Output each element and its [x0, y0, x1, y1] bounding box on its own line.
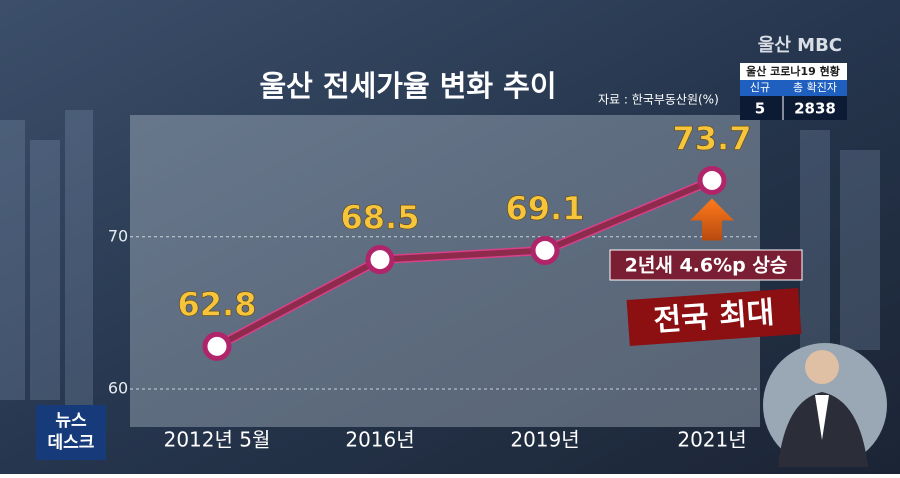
chart-title: 울산 전세가율 변화 추이	[259, 69, 556, 103]
interpreter-shirt	[815, 395, 829, 440]
annotation-banner	[626, 288, 802, 346]
value-label: 68.5	[341, 199, 420, 237]
program-logo: 뉴스	[55, 411, 87, 431]
y-tick-label: 70	[108, 226, 128, 245]
chart: 60 70 2012년 5월 2016년 2019년 2021년 62.8 68.5 69.1 7…	[108, 119, 803, 452]
y-tick-label: 60	[108, 378, 128, 397]
program-logo-bg	[36, 405, 106, 460]
annotation-arrow	[690, 198, 734, 241]
annotation: 2년새 4.6%p 상승	[625, 255, 788, 277]
covid-header: 총 확진자	[793, 81, 837, 94]
interpreter-head	[805, 350, 839, 384]
covid-title: 울산 코로나19 현황	[746, 64, 840, 78]
x-tick-label: 2012년 5월	[164, 428, 271, 452]
covid-value: 2838	[794, 100, 836, 118]
program-logo: 데스크	[48, 433, 95, 453]
value-label: 69.1	[506, 189, 585, 227]
point	[202, 331, 232, 361]
covid-values-bg	[740, 96, 847, 120]
value-label: 62.8	[178, 285, 257, 323]
source-note: 자료 : 한국부동산원(%)	[598, 93, 719, 107]
x-tick-label: 2019년	[510, 428, 579, 452]
point	[697, 165, 727, 195]
x-tick-label: 2016년	[345, 428, 414, 452]
line	[215, 177, 714, 349]
covid-value: 5	[755, 100, 765, 118]
point	[365, 245, 395, 275]
covid-title-bg	[740, 63, 847, 80]
covid-header: 신규	[750, 81, 770, 94]
value-label: 73.7	[673, 119, 752, 157]
point	[530, 235, 560, 265]
x-tick-label: 2021년	[677, 428, 746, 452]
annotation-box	[609, 249, 803, 281]
covid-header-bg	[740, 80, 847, 96]
annotation: 전국 최대	[652, 295, 775, 338]
channel-logo: 울산 MBC	[758, 35, 842, 56]
building-silhouettes	[0, 110, 880, 410]
